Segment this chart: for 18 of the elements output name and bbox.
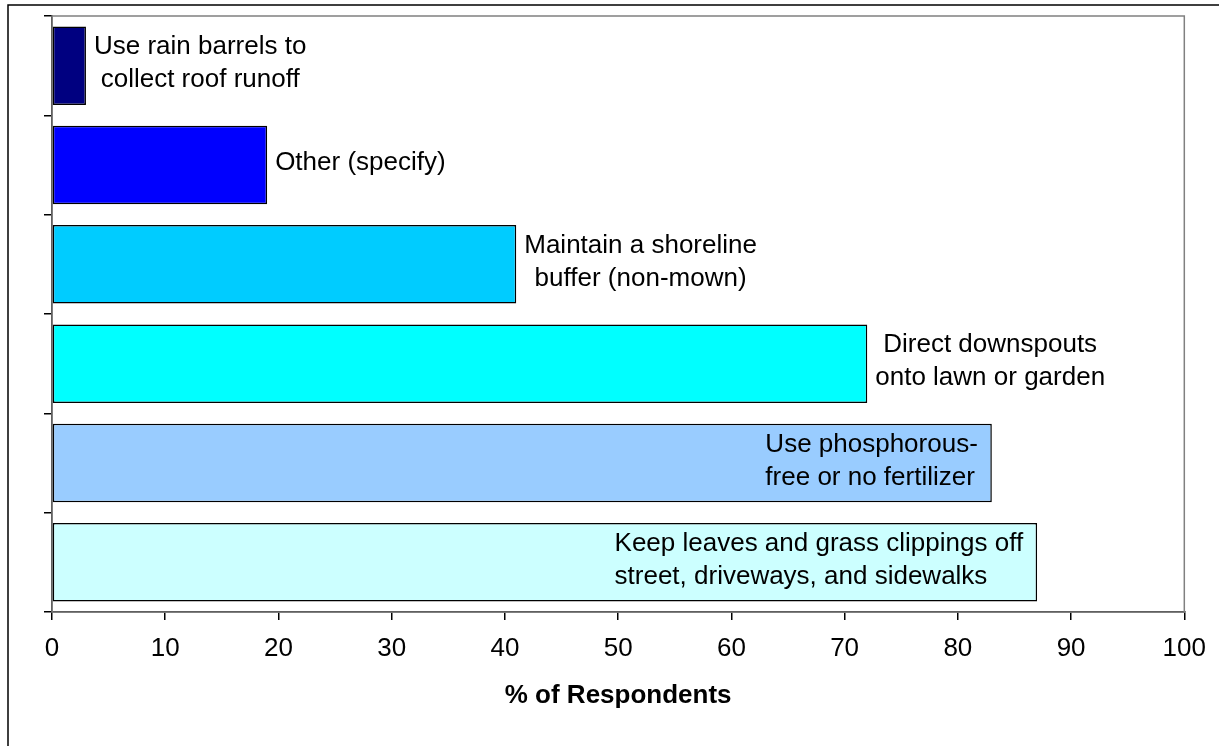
y-tick-label: Maintain a shoreline buffer (non-mown) bbox=[524, 229, 757, 293]
y-tick-label: Direct downspouts onto lawn or garden bbox=[875, 328, 1106, 392]
y-tick-label: Use rain barrels to collect roof runoff bbox=[93, 30, 307, 94]
x-tick-label: 50 bbox=[603, 631, 633, 662]
x-tick-label: 10 bbox=[150, 631, 180, 662]
y-tick-label: Other (specify) bbox=[275, 146, 446, 177]
x-axis-title: % of Respondents bbox=[504, 678, 732, 709]
x-tick-label: 90 bbox=[1056, 631, 1086, 662]
y-tick-label: Use phosphorous- free or no fertilizer bbox=[765, 427, 978, 491]
x-tick-label: 80 bbox=[943, 631, 973, 662]
x-tick-label: 30 bbox=[377, 631, 407, 662]
x-tick-label: 100 bbox=[1162, 631, 1207, 662]
x-tick-label: 70 bbox=[830, 631, 860, 662]
x-tick-label: 20 bbox=[264, 631, 293, 662]
y-tick-label: Keep leaves and grass clippings off street, driveways, and sidewalks bbox=[614, 527, 1024, 591]
x-tick-label: 0 bbox=[44, 631, 60, 662]
x-tick-label: 40 bbox=[490, 631, 520, 662]
x-tick-label: 60 bbox=[716, 631, 746, 662]
